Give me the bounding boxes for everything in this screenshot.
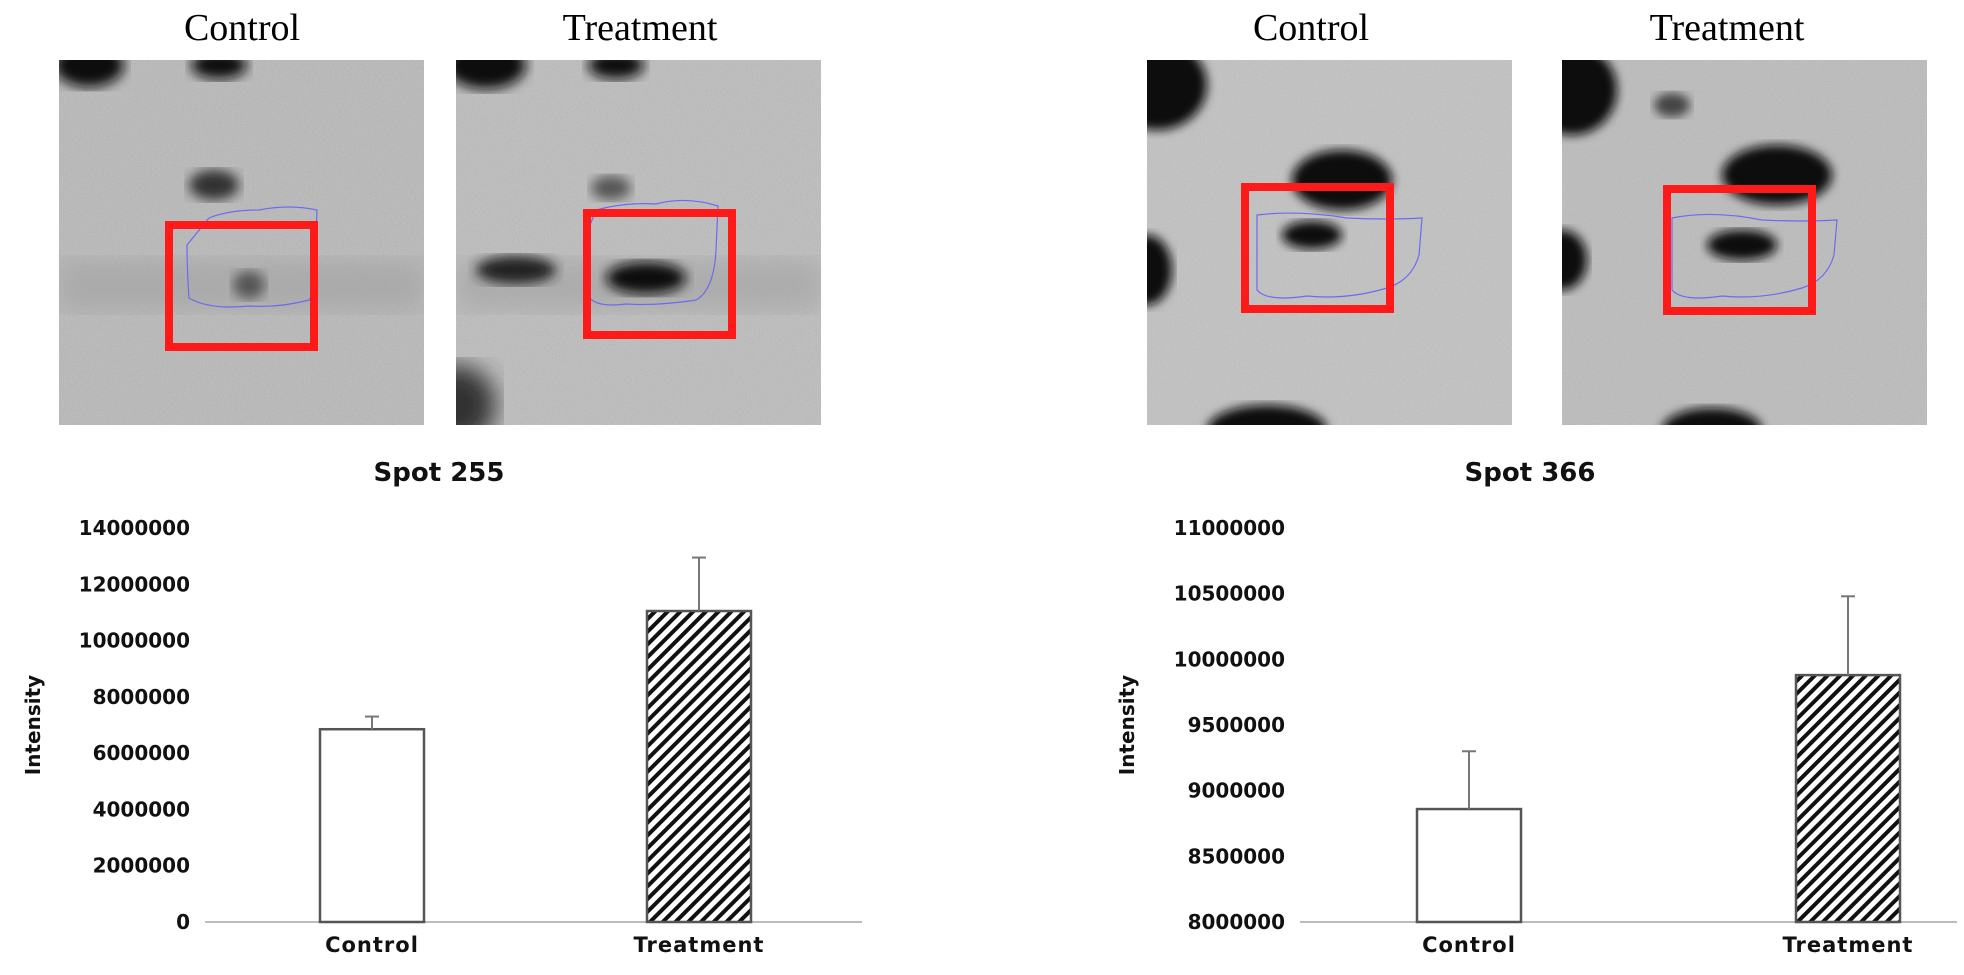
bar-treatment bbox=[645, 609, 753, 924]
gel-image-control bbox=[59, 60, 424, 425]
chart-title: Spot 366 bbox=[1464, 458, 1596, 488]
highlight-box bbox=[583, 209, 736, 339]
y-tick-label: 2000000 bbox=[93, 854, 190, 878]
y-tick-label: 12000000 bbox=[79, 572, 190, 596]
y-tick-label: 8000000 bbox=[1188, 910, 1285, 934]
chart-title: Spot 255 bbox=[373, 458, 505, 488]
highlight-box bbox=[1241, 183, 1394, 313]
y-tick-label: 9500000 bbox=[1188, 713, 1285, 737]
gel-caption-control: Control bbox=[183, 7, 301, 49]
bar-chart-spot-366: Intensity 8000000 8500000 9000000 9500000 100… bbox=[1115, 516, 1957, 957]
gel-caption-control: Control bbox=[1252, 7, 1370, 49]
gel-image-control bbox=[1147, 60, 1512, 425]
x-category-label: Control bbox=[325, 933, 419, 957]
x-category-label: Treatment bbox=[634, 933, 765, 957]
y-tick-label: 10500000 bbox=[1174, 582, 1285, 606]
y-tick-label: 8000000 bbox=[93, 685, 190, 709]
x-category-label: Control bbox=[1422, 933, 1516, 957]
y-tick-label: 9000000 bbox=[1188, 779, 1285, 803]
bar-chart-spot-255: Intensity 0 2000000 4000000 6000000 8000000 10… bbox=[21, 516, 862, 957]
highlight-box bbox=[165, 221, 318, 351]
y-tick-label: 0 bbox=[176, 910, 190, 934]
figure-panel-spot-255: Control Treatment bbox=[21, 7, 862, 957]
bar-control bbox=[318, 727, 426, 924]
gel-image-treatment bbox=[1562, 60, 1927, 425]
x-category-label: Treatment bbox=[1783, 933, 1914, 957]
y-tick-label: 6000000 bbox=[93, 741, 190, 765]
y-axis-label: Intensity bbox=[1115, 675, 1139, 775]
figure-panel-spot-366: Control Treatment bbox=[982, 0, 1964, 975]
y-tick-label: 8500000 bbox=[1188, 844, 1285, 868]
y-tick-label: 11000000 bbox=[1174, 516, 1285, 540]
gel-caption-treatment: Treatment bbox=[562, 7, 718, 49]
y-tick-label: 14000000 bbox=[79, 516, 190, 540]
y-tick-label: 10000000 bbox=[79, 629, 190, 653]
highlight-box bbox=[1663, 185, 1816, 315]
y-axis-label: Intensity bbox=[21, 675, 45, 775]
bar-control bbox=[1415, 807, 1523, 924]
y-tick-label: 4000000 bbox=[93, 797, 190, 821]
bar-treatment bbox=[1794, 673, 1902, 924]
y-tick-label: 10000000 bbox=[1174, 647, 1285, 671]
gel-caption-treatment: Treatment bbox=[1649, 7, 1805, 49]
gel-image-treatment bbox=[456, 60, 821, 425]
